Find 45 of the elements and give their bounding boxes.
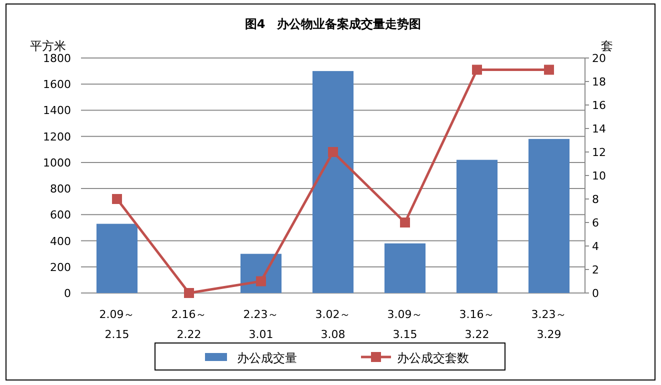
x-tick-label: 2.09～2.15	[99, 308, 135, 341]
x-tick-label: 2.16～2.22	[171, 308, 207, 341]
y-tick-label: 0	[64, 287, 71, 300]
x-tick-label: 3.09～3.15	[387, 308, 423, 341]
y2-tick-label: 18	[592, 76, 606, 88]
y2-tick-label: 20	[592, 52, 606, 65]
point	[400, 218, 410, 228]
y2-tick-label: 8	[592, 193, 599, 206]
y2-tick-label: 0	[592, 287, 599, 300]
y2-tick-label: 10	[592, 170, 606, 182]
x-tick-label: 3.16～3.22	[459, 308, 495, 341]
y2-axis-title: 套	[601, 39, 613, 53]
bar	[456, 160, 498, 293]
y-tick-label: 1000	[43, 156, 71, 170]
y2-tick-label: 16	[592, 99, 606, 112]
bar	[528, 138, 570, 293]
bar	[312, 71, 354, 293]
x-tick-label: 2.23～3.01	[243, 308, 279, 341]
y2-tick-label: 2	[592, 264, 599, 276]
y2-tick-label: 4	[592, 240, 599, 253]
y-tick-label: 600	[50, 208, 71, 222]
y-tick-label: 800	[50, 182, 71, 196]
y-tick-label: 1800	[43, 52, 71, 65]
point	[328, 147, 338, 157]
y-tick-label: 1600	[43, 78, 71, 92]
y2-tick-label: 12	[592, 146, 606, 159]
y-axis-title: 平方米	[30, 39, 66, 53]
y-tick-label: 1200	[43, 130, 71, 144]
legend-label: 办公成交套数	[397, 351, 469, 365]
point	[256, 276, 266, 286]
y2-tick-label: 14	[592, 122, 606, 136]
x-tick-label: 3.23～3.29	[531, 308, 567, 341]
y-tick-label: 400	[50, 234, 71, 248]
x-tick-label: 3.02～3.08	[315, 308, 351, 341]
y-tick-label: 200	[50, 260, 71, 274]
chart-title: 图4 办公物业备案成交量走势图	[244, 17, 422, 31]
point	[544, 64, 554, 75]
point	[184, 288, 194, 298]
bar	[96, 224, 138, 293]
y2-tick-label: 6	[592, 216, 599, 230]
point	[472, 64, 482, 75]
bar	[384, 243, 426, 293]
point	[112, 194, 122, 204]
y-tick-label: 1400	[43, 104, 71, 118]
legend-label: 办公成交量	[237, 351, 297, 365]
